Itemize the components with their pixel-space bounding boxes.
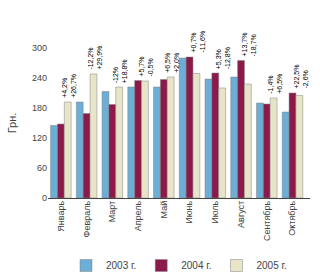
svg-text:2003 г.: 2003 г. [106, 260, 136, 271]
svg-text:-12,2%: -12,2% [87, 47, 94, 69]
svg-text:+4,2%: +4,2% [61, 78, 68, 98]
svg-text:60: 60 [37, 163, 47, 173]
svg-text:Октябрь: Октябрь [287, 200, 297, 235]
svg-text:+22,5%: +22,5% [293, 65, 300, 89]
svg-text:+6,5%: +6,5% [276, 74, 283, 94]
svg-text:-11,6%: -11,6% [199, 31, 206, 53]
svg-text:180: 180 [32, 103, 47, 113]
svg-text:-0,5%: -0,5% [147, 58, 154, 76]
svg-text:+26,7%: +26,7% [70, 74, 77, 98]
svg-text:+5,7%: +5,7% [138, 57, 145, 77]
svg-text:+5,3%: +5,3% [215, 49, 222, 69]
svg-text:Июль: Июль [210, 200, 220, 223]
svg-text:240: 240 [32, 73, 47, 83]
svg-text:Апрель: Апрель [133, 200, 143, 231]
svg-text:-12,8%: -12,8% [224, 47, 231, 69]
svg-text:Январь: Январь [56, 200, 66, 231]
svg-text:120: 120 [32, 133, 47, 143]
svg-text:0: 0 [42, 193, 47, 203]
svg-text:Март: Март [107, 201, 117, 223]
svg-text:+2,0%: +2,0% [173, 53, 180, 73]
svg-text:300: 300 [32, 43, 47, 53]
svg-text:+18,8%: +18,8% [121, 59, 128, 83]
svg-text:-2,6%: -2,6% [302, 70, 309, 88]
svg-text:Август: Август [236, 201, 246, 228]
svg-text:2004 г.: 2004 г. [181, 260, 211, 271]
svg-text:Грн.: Грн. [6, 113, 18, 134]
svg-text:+6,5%: +6,5% [164, 53, 171, 73]
svg-text:-12%: -12% [112, 67, 119, 83]
svg-text:+29,9%: +29,9% [96, 46, 103, 70]
svg-text:Май: Май [159, 201, 169, 219]
svg-text:Июнь: Июнь [184, 201, 194, 224]
svg-text:-18,7%: -18,7% [250, 34, 257, 56]
svg-text:Февраль: Февраль [82, 201, 92, 238]
svg-text:Сентябрь: Сентябрь [262, 200, 272, 241]
svg-text:+0,7%: +0,7% [190, 33, 197, 53]
svg-text:+13,7%: +13,7% [241, 33, 248, 57]
svg-text:-1,4%: -1,4% [267, 75, 274, 93]
svg-text:2005 г.: 2005 г. [256, 260, 286, 271]
